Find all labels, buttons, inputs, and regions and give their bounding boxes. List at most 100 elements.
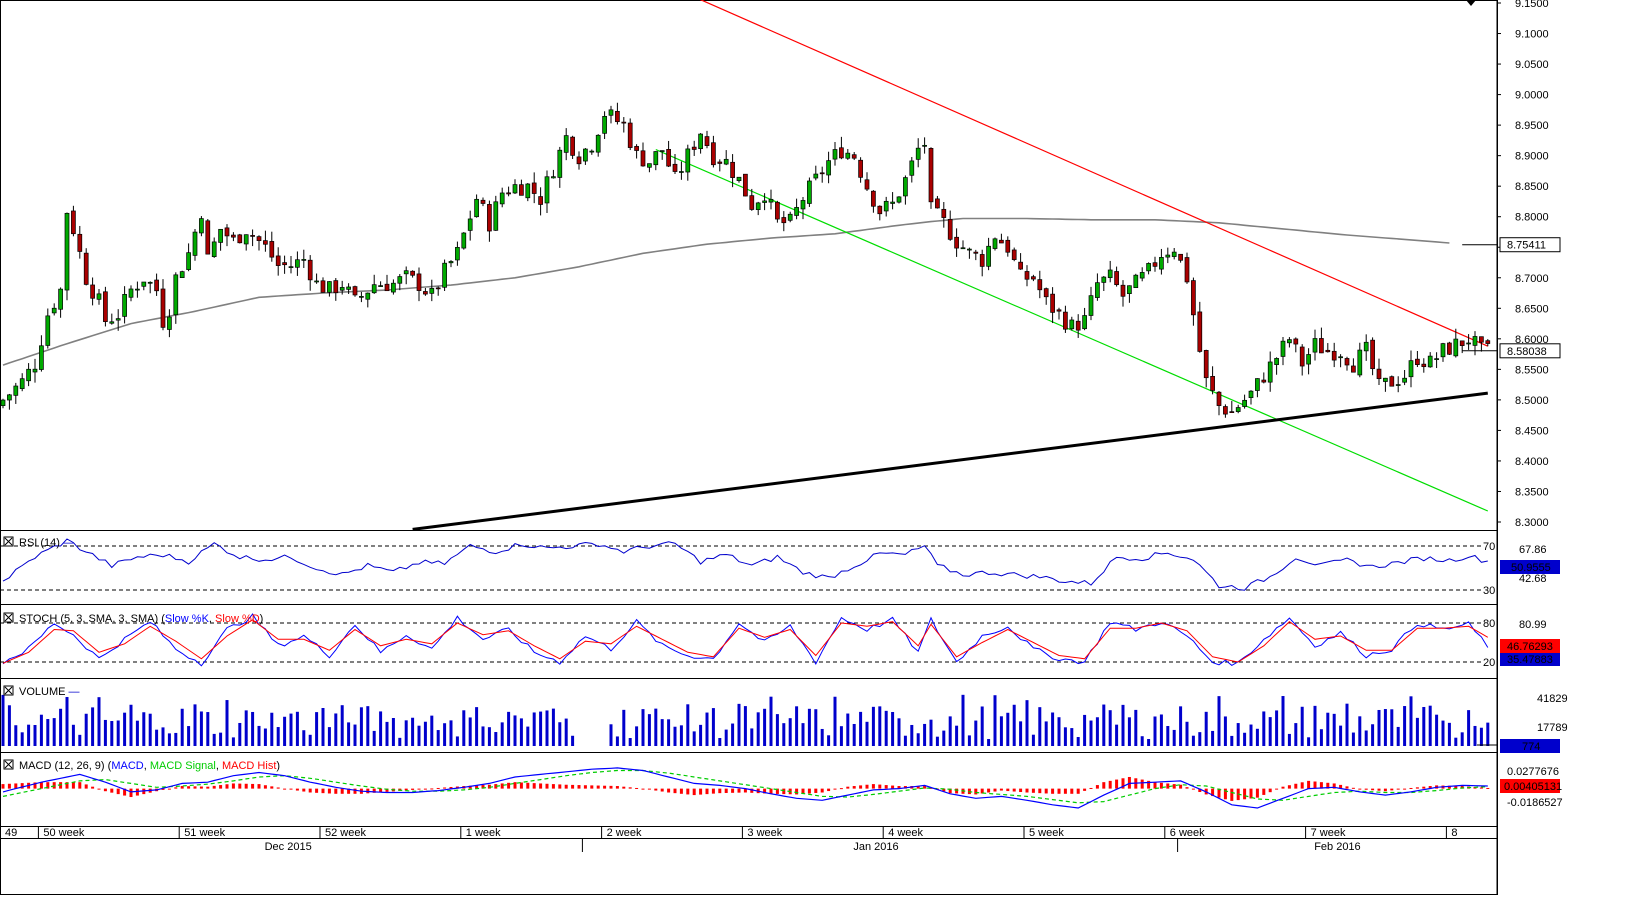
stoch-d-line [2,619,1489,664]
volume-bar [417,725,421,746]
volume-bar [219,732,223,746]
sma-line [2,217,1450,366]
volume-bar [609,724,613,746]
volume-bar [481,726,485,746]
candle-body [768,198,774,203]
volume-bar [1262,711,1266,746]
macd-last-box [1500,779,1560,793]
candle-body [1037,279,1043,291]
sma-price-label: 8.75411 [1507,240,1546,252]
volume-bar [359,707,363,746]
candle-body [352,286,358,296]
macd-hist-bar [827,788,831,792]
macd-hist-bar [769,788,773,794]
volume-bar [347,722,351,746]
candle-body [1216,391,1222,406]
candle-body [1485,340,1491,344]
volume-bar [558,722,562,746]
volume-bar [1,694,5,746]
volume-last-box [1500,739,1560,753]
volume-bar [1191,735,1195,746]
volume-bar [1012,704,1016,746]
candle-body [685,148,691,173]
volume-bar [545,710,549,746]
volume-bar [1479,727,1483,746]
volume-bar [1044,721,1048,746]
candle-body [544,176,550,204]
macd-hist-bar [750,788,754,793]
volume-bar [1121,704,1125,746]
macd-hist-bar [449,787,453,789]
candle-body [1127,285,1132,295]
candle-body [723,158,729,165]
price-tick-label: 8.8500 [1515,181,1549,193]
volume-bar [199,711,203,746]
volume-bar [257,725,261,746]
macd-hist-bar [807,788,811,794]
candle-body [999,239,1004,244]
candle-body [1344,358,1350,366]
volume-bar [1268,717,1272,746]
macd-hist-bar [1255,788,1259,798]
volume-bar [1454,737,1458,746]
volume-bar [692,731,696,746]
macd-hist-bar [1275,788,1279,790]
candle-body [211,241,217,258]
volume-bar [167,733,171,746]
candle-body [173,274,179,316]
candle-body [653,151,659,166]
candles-group [0,102,1491,418]
week-label: 7 week [1311,827,1346,839]
macd-hist-bar [481,785,485,789]
volume-bar [993,695,997,746]
macd-hist-bar [711,788,715,794]
candle-body [263,240,268,245]
volume-bar [961,694,965,746]
volume-bar [455,736,459,746]
candle-body [64,212,70,291]
volume-bar [263,728,267,746]
volume-bar [910,724,914,746]
volume-bar [39,714,43,746]
volume-bar [622,709,626,746]
macd-hist-bar [385,788,389,792]
volume-bar [103,719,107,746]
volume-bar [705,712,709,746]
volume-bar [449,720,453,746]
candle-body [243,234,249,245]
price-tick-label: 8.7000 [1515,273,1549,285]
candle-body [954,236,959,249]
candle-body [659,150,665,152]
volume-bar [231,737,235,746]
macd-hist-bar [699,788,703,795]
macd-hist-bar [731,788,735,793]
macd-hist-bar [615,786,619,789]
candle-body [794,207,799,216]
macd-hist-bar [942,788,946,792]
volume-bar [737,703,741,746]
macd-hist-bar [577,785,581,789]
candle-body [365,292,371,300]
candle-body [77,233,83,252]
volume-bar [1339,725,1343,746]
candle-body [13,385,19,396]
candle-body [691,146,697,150]
candle-body [807,180,812,204]
macd-hist-bar [1377,788,1381,791]
volume-bar [532,712,536,746]
volume-bar [251,711,255,746]
week-label: 4 week [888,827,923,839]
macd-hist-bar [679,788,683,794]
candle-body [538,196,543,205]
volume-bar [321,708,325,746]
candle-body [1395,384,1401,386]
candle-body [71,210,76,235]
macd-hist-bar [308,788,312,793]
volume-bar [500,722,504,746]
week-label: 5 week [1029,827,1064,839]
candle-body [563,135,569,153]
candle-body [346,286,351,290]
volume-bar [302,730,306,746]
volume-bar [769,696,773,746]
